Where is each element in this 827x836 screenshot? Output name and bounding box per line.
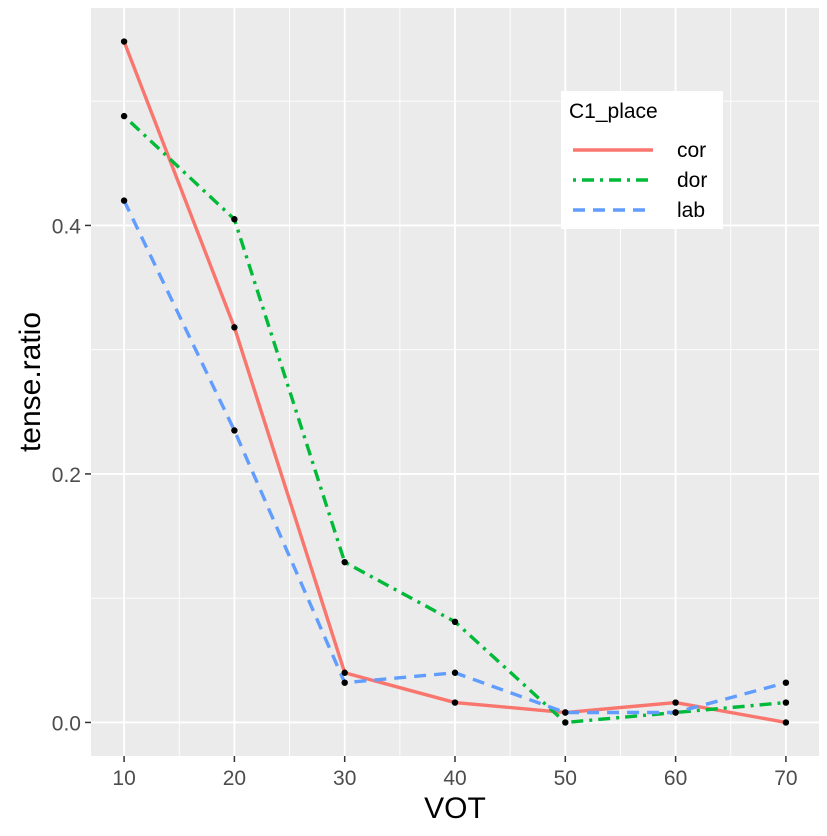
legend: C1_place cor dor lab [561,91,723,229]
data-point-dor [341,558,348,566]
y-axis-title: tense.ratio [14,312,47,452]
x-tick-label: 20 [223,767,246,790]
data-point-lab [782,679,790,686]
data-point-lab [231,427,238,434]
legend-keys: cor dor lab [573,139,707,222]
x-tick-label: 60 [664,767,687,790]
x-axis-title: VOT [424,792,486,825]
data-point-cor [782,719,790,726]
y-tick-label: 0.2 [52,464,81,487]
data-point-lab [120,197,128,204]
data-point-cor [231,324,238,331]
y-tick-label: 0.4 [52,215,82,238]
x-tick-label: 70 [774,767,797,790]
legend-title: C1_place [569,100,658,123]
data-point-dor [451,618,459,626]
legend-label-dor: dor [677,169,707,192]
axes: 10 20 30 40 50 60 70 0.0 0.2 0.4 [52,215,798,790]
legend-label-lab: lab [677,199,705,222]
data-point-lab [672,709,679,716]
y-tick-label: 0.0 [52,712,81,735]
data-point-cor [120,38,128,45]
data-points [120,38,790,726]
x-tick-label: 30 [333,767,356,790]
x-tick-label: 50 [554,767,577,790]
x-tick-label: 10 [112,767,135,790]
data-point-cor [341,669,348,676]
data-point-dor [120,112,128,120]
legend-box [561,91,723,229]
data-point-lab [562,709,569,716]
data-point-cor [451,699,459,706]
x-tick-label: 40 [443,767,466,790]
data-point-dor [562,719,569,726]
data-point-dor [782,699,790,706]
data-point-lab [451,669,459,676]
legend-label-cor: cor [677,139,706,162]
data-point-cor [672,699,679,706]
data-point-lab [341,679,348,686]
data-point-dor [231,216,238,223]
